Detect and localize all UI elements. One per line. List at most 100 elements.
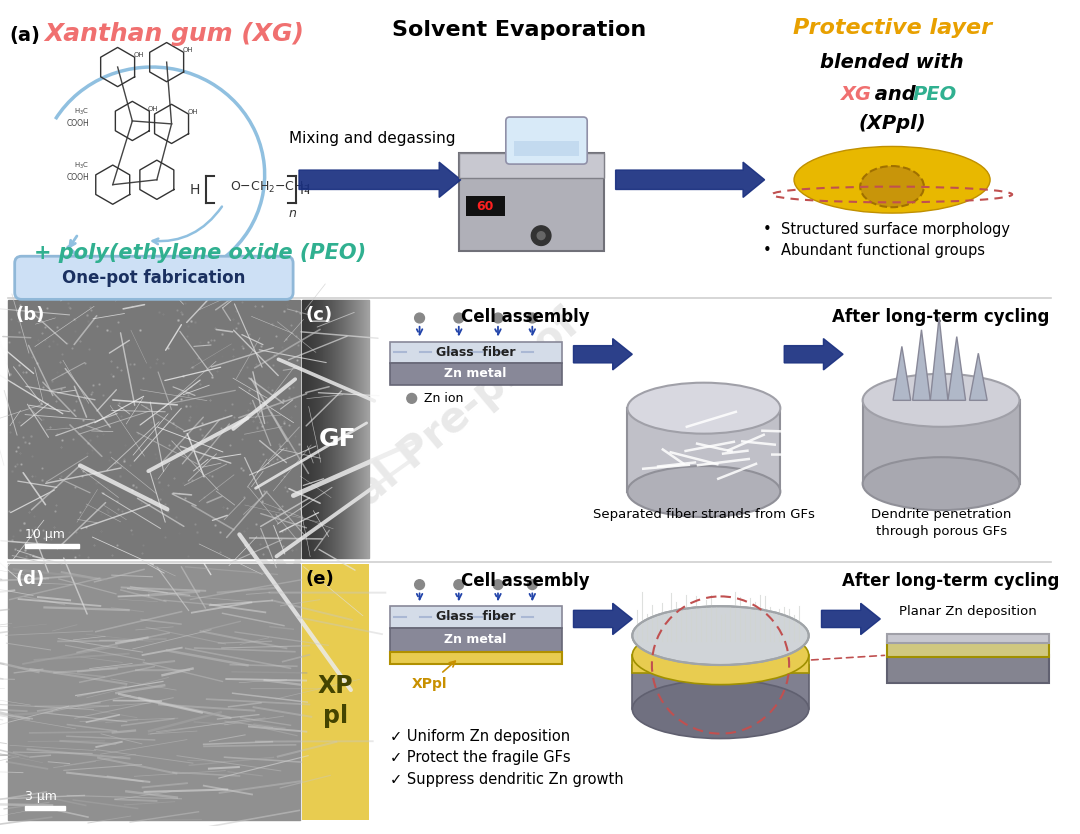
Text: (b): (b) [16, 306, 45, 324]
Circle shape [494, 313, 503, 323]
Text: Planar Zn deposition: Planar Zn deposition [899, 605, 1037, 618]
Text: COOH: COOH [67, 119, 90, 128]
Text: + poly(ethylene oxide (PEO): + poly(ethylene oxide (PEO) [35, 244, 366, 264]
Text: H: H [300, 183, 310, 197]
FancyBboxPatch shape [15, 256, 293, 299]
Text: OH: OH [133, 53, 144, 58]
Bar [390, 652, 562, 664]
Circle shape [537, 232, 545, 239]
Ellipse shape [627, 466, 781, 517]
FancyBboxPatch shape [505, 117, 588, 164]
Bar [887, 641, 1049, 657]
Text: Zn ion: Zn ion [419, 392, 463, 404]
Text: (e): (e) [306, 570, 335, 588]
Text: •  Structured surface morphology: • Structured surface morphology [762, 222, 1010, 237]
Text: Xanthan gum (XG): Xanthan gum (XG) [44, 22, 303, 46]
Text: One-pot fabrication: One-pot fabrication [63, 269, 245, 287]
Text: Protective layer: Protective layer [793, 18, 991, 38]
Polygon shape [970, 354, 987, 400]
Polygon shape [930, 317, 948, 400]
Text: $n$: $n$ [287, 207, 297, 220]
Text: PEO: PEO [913, 85, 957, 103]
Bar [632, 665, 809, 709]
Text: 60: 60 [476, 199, 494, 213]
Text: After long-term cycling: After long-term cycling [842, 572, 1059, 590]
Polygon shape [893, 346, 910, 400]
Text: XP
pl: XP pl [318, 675, 353, 728]
Bar [887, 656, 1049, 683]
Text: and: and [867, 85, 922, 103]
Bar [390, 606, 562, 628]
Text: H: H [190, 183, 200, 197]
Text: OH: OH [183, 48, 193, 53]
Text: OH: OH [148, 106, 159, 113]
Circle shape [407, 394, 417, 404]
Text: (a): (a) [10, 26, 41, 45]
Text: Solvent Evaporation: Solvent Evaporation [392, 20, 647, 40]
Text: After long-term cycling: After long-term cycling [833, 309, 1050, 326]
Bar [632, 656, 809, 673]
Bar [390, 363, 562, 384]
Ellipse shape [863, 374, 1020, 427]
Bar [514, 141, 579, 156]
Text: blended with: blended with [820, 53, 963, 73]
Circle shape [415, 313, 424, 323]
Text: ✓ Suppress dendritic Zn growth: ✓ Suppress dendritic Zn growth [390, 771, 624, 786]
Text: Zn metal: Zn metal [444, 633, 507, 646]
Text: Glass  fiber: Glass fiber [435, 346, 515, 359]
Circle shape [415, 580, 424, 590]
Polygon shape [616, 162, 765, 198]
Text: Mixing and degassing: Mixing and degassing [289, 131, 456, 146]
Text: Cell assembly: Cell assembly [461, 572, 590, 590]
Text: H$_3$C: H$_3$C [73, 107, 89, 118]
Text: (c): (c) [306, 306, 333, 324]
Bar [627, 408, 781, 491]
Text: 10 μm: 10 μm [26, 529, 66, 541]
Bar [8, 300, 300, 558]
Text: COOH: COOH [67, 173, 90, 182]
Bar [465, 197, 504, 216]
Circle shape [527, 313, 537, 323]
Polygon shape [948, 337, 966, 400]
Text: XPpl: XPpl [411, 661, 456, 691]
Text: XG: XG [841, 85, 872, 103]
Text: (d): (d) [16, 570, 45, 588]
Text: ✓ Protect the fragile GFs: ✓ Protect the fragile GFs [390, 751, 571, 766]
Ellipse shape [863, 457, 1020, 510]
Polygon shape [573, 339, 632, 370]
Text: Journal Pre-proof: Journal Pre-proof [254, 304, 590, 595]
FancyBboxPatch shape [459, 153, 604, 178]
Bar [302, 564, 368, 820]
Polygon shape [913, 329, 930, 400]
Bar [8, 564, 300, 820]
Polygon shape [822, 603, 880, 635]
Text: Glass  fiber: Glass fiber [435, 610, 515, 624]
Text: Dendrite penetration
through porous GFs: Dendrite penetration through porous GFs [870, 508, 1011, 538]
Text: Zn metal: Zn metal [444, 367, 507, 380]
Circle shape [494, 580, 503, 590]
Ellipse shape [627, 383, 781, 434]
Circle shape [454, 580, 463, 590]
Bar [887, 634, 1049, 644]
Text: OH: OH [187, 109, 198, 115]
Text: 3 μm: 3 μm [26, 791, 57, 803]
Text: O$-$CH$_2$$-$CH$_2$: O$-$CH$_2$$-$CH$_2$ [230, 180, 310, 195]
Bar [26, 545, 80, 549]
Polygon shape [784, 339, 843, 370]
Bar [390, 341, 562, 363]
Text: •  Abundant functional groups: • Abundant functional groups [762, 244, 985, 259]
Bar [26, 806, 65, 810]
Circle shape [454, 313, 463, 323]
Ellipse shape [632, 680, 809, 739]
Bar [863, 400, 1020, 484]
FancyBboxPatch shape [459, 153, 604, 251]
Bar [390, 628, 562, 652]
Ellipse shape [794, 147, 990, 214]
Ellipse shape [860, 166, 923, 207]
Text: GF: GF [319, 426, 356, 450]
Text: (XPpl): (XPpl) [859, 114, 926, 133]
Circle shape [527, 580, 537, 590]
Ellipse shape [632, 606, 809, 665]
Polygon shape [299, 162, 461, 198]
Circle shape [531, 226, 551, 245]
